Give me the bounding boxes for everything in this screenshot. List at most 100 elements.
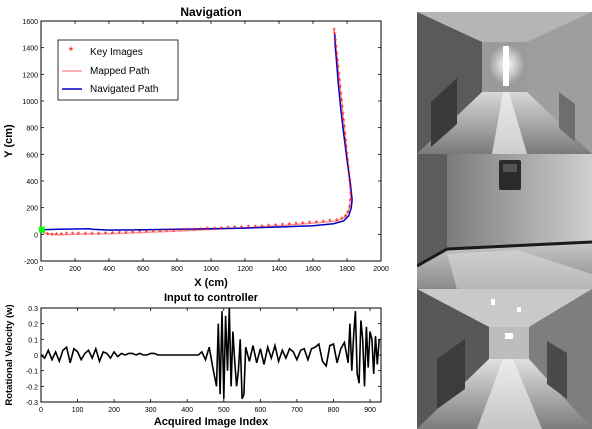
key-image-point: * <box>344 213 348 223</box>
mapped-path-line <box>43 30 352 236</box>
key-image-point: * <box>46 231 50 241</box>
y-axis-label: Y (cm) <box>3 124 15 158</box>
key-image-point: * <box>345 143 349 153</box>
x-axis-label: Acquired Image Index <box>154 416 269 428</box>
x-tick-label: 500 <box>218 407 230 414</box>
y-tick-label: 1000 <box>22 99 38 106</box>
y-tick-label: 0 <box>34 232 38 239</box>
key-image-point: * <box>206 225 210 235</box>
key-image-point: * <box>287 221 291 231</box>
key-image-point: * <box>346 209 350 219</box>
plot-marks: * * * * * * * * * * * * * * * * * * * * * * * * * * * * * * * * * * * * * * * *… <box>38 26 353 241</box>
key-image-point: * <box>340 97 344 107</box>
axis-ticks: 0 100 200 300 400 500 600 700 800 900 -0.3 -0.2 -0.1… <box>26 306 381 414</box>
y-tick-label: 800 <box>26 126 38 133</box>
hallway-photo-1 <box>417 12 592 154</box>
key-image-point: * <box>60 231 64 241</box>
key-image-point: * <box>260 222 264 232</box>
x-tick-label: 1000 <box>203 266 219 273</box>
key-image-point: * <box>345 150 349 160</box>
key-image-point: * <box>334 37 338 47</box>
key-image-point: * <box>341 110 345 120</box>
key-image-point: * <box>179 227 183 237</box>
key-image-point: * <box>138 228 142 238</box>
key-image-point: * <box>340 215 344 225</box>
key-image-point: * <box>342 117 346 127</box>
navigated-path-line <box>40 34 353 231</box>
x-tick-label: 1800 <box>339 266 355 273</box>
key-image-point: * <box>321 218 325 228</box>
x-tick-label: 1200 <box>237 266 253 273</box>
y-tick-label: -0.1 <box>26 369 38 376</box>
key-image-point: * <box>151 228 155 238</box>
rotational-velocity-line <box>40 307 380 400</box>
key-image-point: * <box>348 203 352 213</box>
key-image-point: * <box>192 226 196 236</box>
key-image-point: * <box>104 230 108 240</box>
key-image-point: * <box>349 183 353 193</box>
legend: * Key Images Mapped Path Navigated Path <box>57 39 179 101</box>
key-image-point: * <box>332 26 336 36</box>
x-tick-label: 1400 <box>271 266 287 273</box>
x-tick-label: 700 <box>291 407 303 414</box>
x-tick-label: 600 <box>137 266 149 273</box>
key-image-point: * <box>145 228 149 238</box>
x-tick-label: 100 <box>72 407 84 414</box>
x-tick-label: 0 <box>39 407 43 414</box>
key-image-point: * <box>172 227 176 237</box>
x-tick-label: 400 <box>103 266 115 273</box>
y-tick-label: -0.3 <box>26 400 38 407</box>
hallway-photo-3 <box>417 289 592 429</box>
y-tick-label: 1400 <box>22 46 38 53</box>
x-tick-label: 300 <box>145 407 157 414</box>
y-tick-label: 200 <box>26 206 38 213</box>
key-image-point: * <box>343 130 347 140</box>
key-image-point: * <box>42 229 46 239</box>
key-image-point: * <box>348 177 352 187</box>
key-image-point: * <box>77 230 81 240</box>
key-image-point: * <box>90 230 94 240</box>
key-image-point: * <box>97 230 101 240</box>
key-image-point: * <box>335 217 339 227</box>
key-image-point: * <box>267 222 271 232</box>
key-image-point: * <box>336 63 340 73</box>
key-image-point: * <box>339 90 343 100</box>
key-image-point: * <box>334 43 338 53</box>
key-image-point: * <box>301 219 305 229</box>
key-image-point: * <box>346 157 350 167</box>
key-image-point: * <box>83 230 87 240</box>
x-tick-label: 800 <box>328 407 340 414</box>
y-tick-label: -200 <box>24 259 38 266</box>
x-tick-label: 600 <box>255 407 267 414</box>
x-axis-label: X (cm) <box>194 277 228 289</box>
key-image-point: * <box>333 30 337 40</box>
key-image-point: * <box>65 230 69 240</box>
key-image-point: * <box>349 197 353 207</box>
axis-ticks: 0 200 400 600 800 1000 1200 1400 1600 1800 2000-20… <box>22 19 388 273</box>
y-tick-label: 0.1 <box>28 337 38 344</box>
key-image-point: * <box>158 227 162 237</box>
key-image-point: * <box>274 221 278 231</box>
y-tick-label: 400 <box>26 179 38 186</box>
start-point-marker <box>38 226 45 233</box>
key-image-point: * <box>117 229 121 239</box>
key-image-point: * <box>71 230 75 240</box>
x-tick-label: 900 <box>364 407 376 414</box>
key-image-point: * <box>349 190 353 200</box>
key-image-point: * <box>340 103 344 113</box>
y-tick-label: 0 <box>34 353 38 360</box>
key-image-point: * <box>219 225 223 235</box>
key-image-point: * <box>213 225 217 235</box>
key-image-point: * <box>131 229 135 239</box>
chart-title: Input to controller <box>164 292 259 304</box>
key-image-point: * <box>111 229 115 239</box>
legend-marker-key-images: * <box>69 44 74 58</box>
key-image-point: * <box>240 223 244 233</box>
y-tick-label: 0.3 <box>28 306 38 313</box>
key-image-point: * <box>294 220 298 230</box>
y-tick-label: -0.2 <box>26 384 38 391</box>
key-image-point: * <box>124 229 128 239</box>
key-image-point: * <box>308 219 312 229</box>
key-image-point: * <box>337 70 341 80</box>
key-image-point: * <box>347 170 351 180</box>
